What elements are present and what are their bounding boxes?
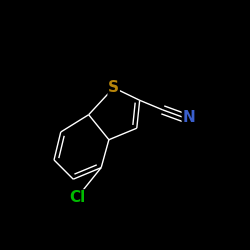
Text: S: S	[108, 80, 119, 95]
Text: Cl: Cl	[69, 190, 85, 205]
Text: N: N	[182, 110, 195, 125]
